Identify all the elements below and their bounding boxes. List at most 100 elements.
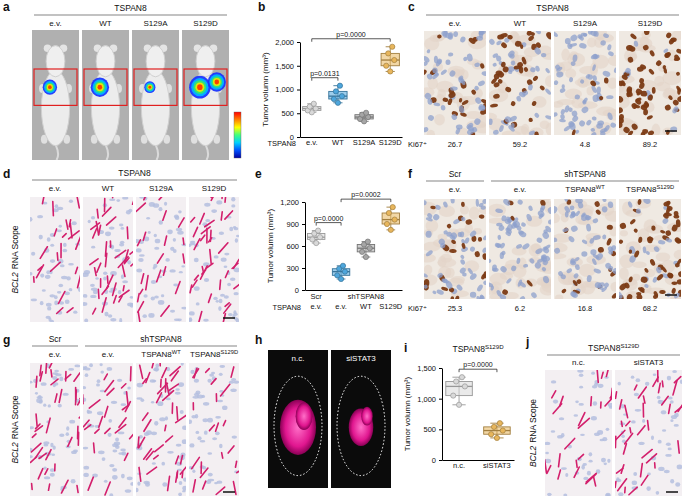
nucleus bbox=[506, 223, 514, 232]
nucleus bbox=[69, 288, 73, 291]
rna-signal bbox=[176, 473, 177, 483]
rna-signal bbox=[194, 368, 197, 378]
nucleus bbox=[665, 230, 672, 237]
mouse-body bbox=[91, 70, 119, 145]
nucleus bbox=[121, 474, 125, 479]
image-ihc bbox=[554, 199, 616, 299]
nucleus bbox=[450, 296, 454, 299]
rna-signal bbox=[157, 270, 161, 282]
nucleus bbox=[580, 105, 589, 114]
p-value: p=0.0131 bbox=[310, 70, 339, 78]
nucleus bbox=[554, 80, 559, 86]
rna-signal bbox=[615, 481, 617, 487]
rna-signal bbox=[171, 403, 173, 413]
x-tick: S129D bbox=[379, 138, 403, 147]
rna-signal bbox=[85, 425, 91, 430]
nucleus bbox=[196, 302, 200, 305]
nucleus bbox=[587, 31, 594, 35]
rna-signal bbox=[56, 253, 58, 260]
y-axis-line bbox=[442, 369, 443, 461]
nucleus bbox=[627, 201, 633, 209]
nucleus bbox=[157, 401, 163, 406]
cytoplasm bbox=[424, 242, 440, 252]
rna-signal bbox=[42, 197, 45, 204]
nucleus bbox=[98, 450, 105, 454]
image-mouse bbox=[132, 30, 179, 160]
x-tick-label: e.v. bbox=[335, 302, 347, 311]
nucleus bbox=[473, 117, 482, 126]
nucleus bbox=[181, 363, 184, 366]
signal bbox=[96, 83, 104, 91]
rna-signal bbox=[138, 294, 140, 302]
cytoplasm bbox=[654, 76, 664, 87]
rna-signal bbox=[225, 211, 233, 219]
nucleus bbox=[441, 105, 446, 110]
cytoplasm bbox=[632, 261, 647, 267]
nucleus bbox=[136, 248, 142, 252]
nucleus bbox=[88, 220, 91, 224]
nucleus bbox=[594, 432, 600, 435]
panel-label: d bbox=[3, 167, 10, 181]
rna-signal bbox=[88, 477, 93, 490]
rna-signal bbox=[125, 250, 128, 263]
nucleus bbox=[575, 400, 579, 403]
nucleus bbox=[442, 97, 449, 103]
nucleus bbox=[167, 230, 172, 235]
nucleus bbox=[203, 402, 209, 406]
rna-signal bbox=[39, 453, 46, 458]
nucleus bbox=[179, 271, 183, 273]
nucleus bbox=[122, 451, 127, 455]
point bbox=[386, 51, 391, 56]
point bbox=[392, 57, 397, 62]
column-label: e.v. bbox=[49, 350, 61, 359]
rna-signal bbox=[675, 405, 682, 412]
nucleus bbox=[670, 400, 674, 403]
nucleus bbox=[667, 376, 671, 381]
nucleus bbox=[528, 205, 534, 212]
rna-signal bbox=[176, 282, 181, 294]
nucleus bbox=[566, 268, 573, 275]
rna-signal bbox=[36, 265, 43, 278]
nucleus bbox=[455, 127, 461, 135]
cytoplasm bbox=[565, 89, 582, 100]
rna-signal bbox=[219, 280, 221, 289]
rna-signal bbox=[138, 312, 139, 321]
rna-signal bbox=[99, 416, 103, 427]
rna-signal bbox=[160, 379, 162, 387]
nucleus bbox=[202, 466, 206, 470]
nucleus bbox=[35, 392, 38, 395]
rna-signal bbox=[144, 197, 149, 200]
rna-signal bbox=[191, 218, 195, 222]
nucleus bbox=[230, 388, 237, 392]
rna-signal bbox=[103, 207, 111, 216]
nucleus bbox=[424, 272, 428, 278]
nucleus bbox=[632, 480, 637, 485]
nucleus bbox=[496, 223, 503, 227]
nucleus bbox=[217, 400, 223, 403]
rna-signal bbox=[68, 437, 72, 446]
point bbox=[331, 96, 336, 101]
rna-signal bbox=[200, 213, 204, 224]
nucleus bbox=[83, 294, 87, 298]
scale-bar bbox=[666, 491, 678, 493]
nucleus bbox=[84, 367, 90, 370]
rna-signal bbox=[52, 202, 54, 216]
rna-signal bbox=[642, 449, 652, 457]
nucleus bbox=[560, 109, 566, 115]
group-rule bbox=[32, 346, 78, 347]
nucleus bbox=[541, 266, 547, 272]
mouse-head bbox=[46, 46, 65, 77]
nucleus bbox=[634, 98, 642, 106]
signal bbox=[47, 84, 53, 90]
side-label-text: RNA Scope bbox=[10, 395, 20, 439]
nucleus bbox=[235, 238, 238, 243]
signal bbox=[195, 82, 204, 92]
nucleus bbox=[41, 382, 47, 386]
nucleus bbox=[519, 295, 526, 299]
point bbox=[388, 69, 393, 74]
nucleus bbox=[545, 31, 551, 41]
header: TSPAN8 bbox=[118, 168, 151, 178]
cytoplasm bbox=[610, 282, 616, 292]
scale-bar bbox=[665, 294, 677, 296]
rna-signal bbox=[31, 484, 33, 490]
